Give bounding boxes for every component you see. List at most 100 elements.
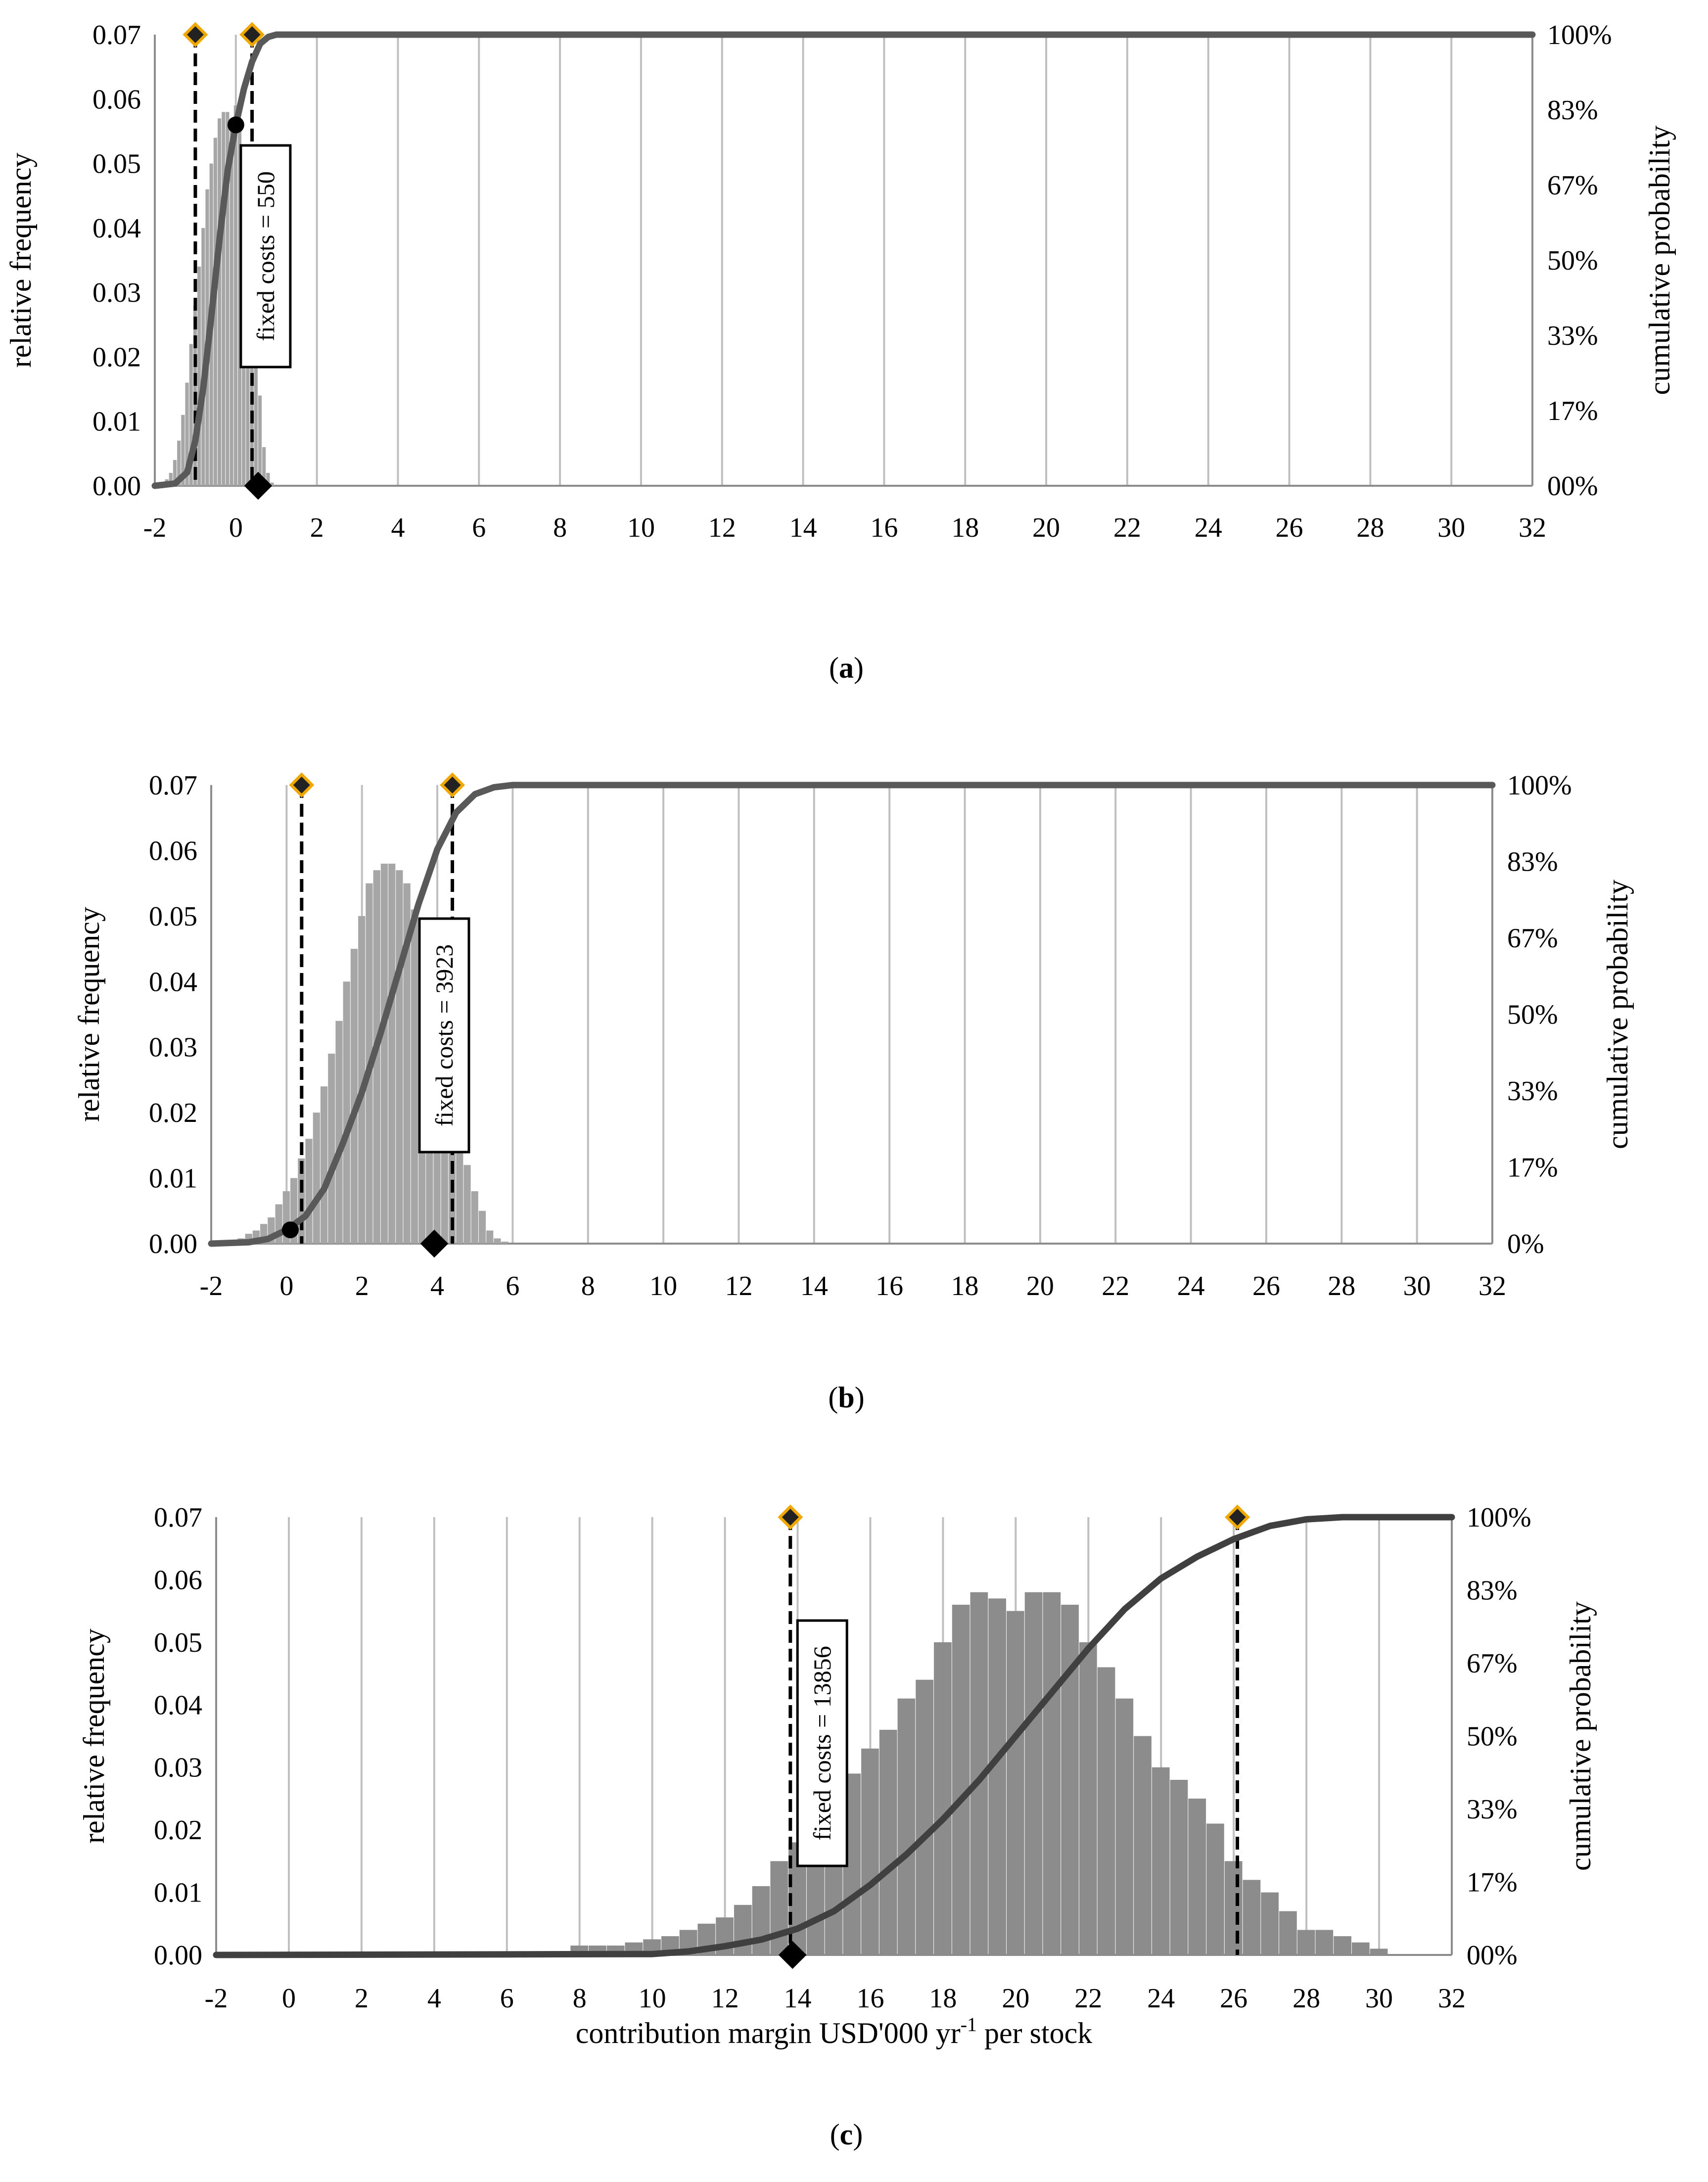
x-tick-label: 14 bbox=[800, 1271, 828, 1301]
y2-tick-label: 67% bbox=[1467, 1648, 1518, 1679]
cumulative-curve bbox=[213, 1514, 1455, 1958]
y2-axis-title: cumulative probability bbox=[1564, 1601, 1597, 1871]
y2-tick-label: 67% bbox=[1507, 923, 1558, 954]
histogram-bar bbox=[222, 112, 226, 486]
y2-tick-label: 83% bbox=[1547, 95, 1598, 126]
x-tick-label: 16 bbox=[856, 1983, 884, 2014]
fixed-cost-text: fixed costs = 3923 bbox=[430, 944, 458, 1126]
median-dot bbox=[281, 1221, 299, 1239]
x-tick-label: 22 bbox=[1113, 512, 1141, 543]
panel-caption: (c) bbox=[830, 2118, 863, 2151]
caption-open: ( bbox=[830, 2118, 840, 2151]
fixed-cost-marker bbox=[778, 1941, 807, 1969]
histogram-bar bbox=[230, 118, 233, 486]
histogram-bar bbox=[201, 228, 205, 486]
x-tick-label: 22 bbox=[1102, 1271, 1129, 1301]
x-tick-label: 2 bbox=[355, 1983, 369, 2014]
x-tick-label: 10 bbox=[639, 1983, 666, 2014]
y-tick-label: 0.03 bbox=[149, 1032, 197, 1063]
percentile-marker-2 bbox=[1225, 1504, 1250, 1530]
histogram-bar bbox=[266, 472, 270, 486]
y2-tick-label: 50% bbox=[1547, 245, 1598, 276]
histogram-bar bbox=[1134, 1736, 1152, 1955]
caption-close: ) bbox=[855, 1381, 865, 1414]
histogram-bar bbox=[1279, 1911, 1297, 1955]
x-tick-label: 28 bbox=[1293, 1983, 1320, 2014]
histogram-bar bbox=[173, 460, 177, 486]
fixed-cost-text: fixed costs = 13856 bbox=[808, 1646, 836, 1840]
histogram-bar bbox=[916, 1679, 934, 1955]
histogram-bar bbox=[463, 1165, 471, 1244]
histogram-bar bbox=[305, 1139, 313, 1244]
x-axis-title-post: per stock bbox=[977, 2017, 1092, 2049]
x-axis-title-main: contribution margin USD'000 yr bbox=[576, 2017, 961, 2049]
y-tick-label: 0.05 bbox=[92, 149, 141, 180]
y2-tick-label: 50% bbox=[1467, 1721, 1518, 1752]
histogram-bar bbox=[486, 1230, 494, 1244]
histogram-bar bbox=[879, 1729, 897, 1955]
histogram-bar bbox=[1006, 1611, 1024, 1955]
histogram-bar bbox=[213, 138, 217, 486]
y2-axis-title: cumulative probability bbox=[1643, 126, 1676, 395]
histogram-bar bbox=[1315, 1930, 1334, 1955]
y2-tick-label: 00% bbox=[1467, 1940, 1518, 1971]
x-tick-label: 32 bbox=[1519, 512, 1546, 543]
x-tick-label: -2 bbox=[143, 512, 167, 543]
y-tick-label: 0.02 bbox=[149, 1098, 197, 1128]
caption-open: ( bbox=[828, 1381, 838, 1414]
x-tick-label: -2 bbox=[205, 1983, 228, 2014]
y-tick-label: 0.07 bbox=[149, 770, 197, 801]
histogram-bar bbox=[189, 344, 193, 486]
x-tick-label: 14 bbox=[789, 512, 817, 543]
y2-tick-label: 17% bbox=[1467, 1867, 1518, 1898]
histogram-bar bbox=[988, 1598, 1006, 1955]
x-tick-label: 24 bbox=[1177, 1271, 1205, 1301]
x-tick-label: 2 bbox=[355, 1271, 369, 1301]
histogram-bar bbox=[1334, 1936, 1351, 1955]
histogram-bar bbox=[1243, 1880, 1261, 1955]
histogram-bar bbox=[471, 1191, 478, 1244]
y2-tick-label: 0% bbox=[1507, 1229, 1544, 1259]
x-tick-label: 32 bbox=[1478, 1271, 1506, 1301]
fixed-cost-label: fixed costs = 13856 bbox=[796, 1619, 848, 1867]
histogram-bar bbox=[350, 949, 358, 1244]
x-tick-label: 26 bbox=[1276, 512, 1303, 543]
y2-tick-label: 17% bbox=[1507, 1153, 1558, 1183]
y-tick-label: 0.00 bbox=[149, 1229, 197, 1259]
histogram-bar bbox=[181, 415, 185, 486]
fixed-cost-text: fixed costs = 550 bbox=[252, 171, 279, 341]
x-tick-label: 16 bbox=[876, 1271, 903, 1301]
histogram-bar bbox=[270, 482, 274, 486]
y-tick-label: 0.01 bbox=[92, 407, 141, 437]
y2-tick-label: 33% bbox=[1507, 1076, 1558, 1107]
fixed-cost-marker bbox=[420, 1229, 449, 1258]
histogram-bar bbox=[380, 863, 388, 1244]
histogram-bar bbox=[1097, 1667, 1115, 1955]
x-tick-label: 20 bbox=[1026, 1271, 1054, 1301]
y2-tick-label: 50% bbox=[1507, 1000, 1558, 1030]
caption-close: ) bbox=[854, 651, 864, 684]
x-axis-title: contribution margin USD'000 yr-1 per sto… bbox=[576, 2013, 1093, 2049]
percentile-marker-1 bbox=[183, 22, 208, 47]
histogram-bar bbox=[1351, 1942, 1370, 1955]
gridlines bbox=[234, 35, 1533, 486]
x-tick-label: 24 bbox=[1147, 1983, 1175, 2014]
x-tick-label: 0 bbox=[279, 1271, 293, 1301]
y2-tick-label: 17% bbox=[1547, 396, 1598, 426]
histogram-bar bbox=[358, 916, 366, 1244]
x-tick-label: 10 bbox=[627, 512, 655, 543]
x-tick-label: 30 bbox=[1437, 512, 1465, 543]
x-tick-label: 8 bbox=[573, 1983, 587, 2014]
x-tick-label: 20 bbox=[1032, 512, 1060, 543]
histogram-bar bbox=[952, 1605, 970, 1955]
histogram-bar bbox=[1261, 1892, 1279, 1955]
x-tick-label: 6 bbox=[506, 1271, 519, 1301]
histogram-bar bbox=[1206, 1823, 1224, 1955]
histogram-bar bbox=[734, 1904, 752, 1955]
percentile-marker-2 bbox=[239, 22, 265, 47]
fixed-cost-box bbox=[418, 917, 470, 1154]
histogram-bar bbox=[1170, 1780, 1188, 1955]
y2-tick-label: 83% bbox=[1467, 1576, 1518, 1606]
histogram-bar bbox=[396, 870, 403, 1244]
caption-close: ) bbox=[853, 2118, 863, 2151]
